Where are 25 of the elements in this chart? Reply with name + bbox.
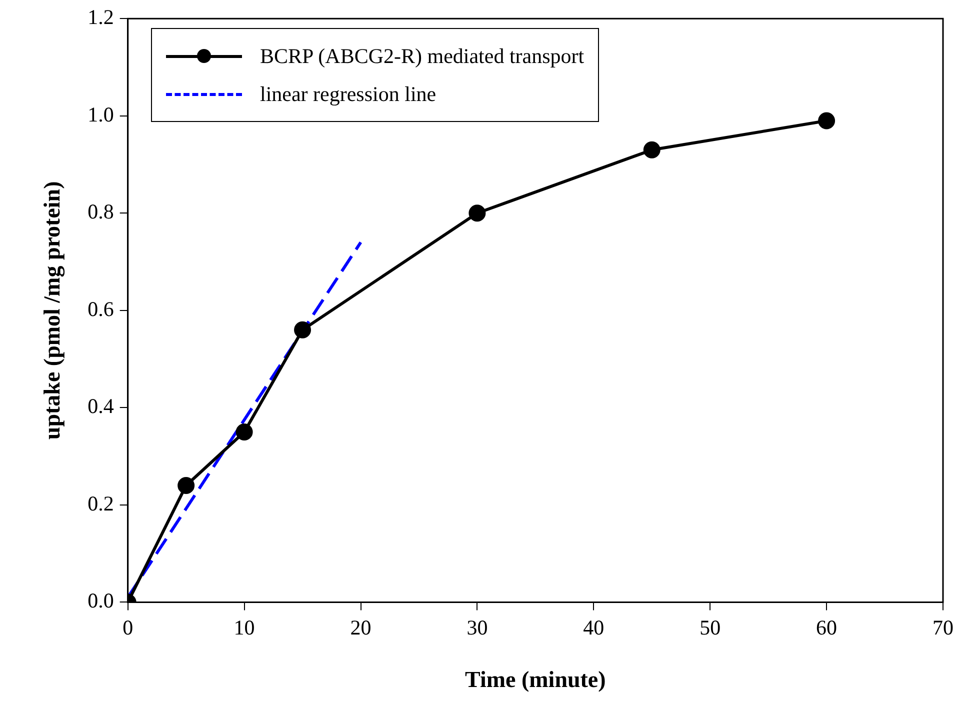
x-tick-label: 70 [932,615,954,640]
y-tick-label: 0.2 [88,491,114,516]
y-tick-label: 0.8 [88,200,114,224]
point [294,321,312,338]
x-tick-label: 0 [122,615,134,640]
x-tick-label: 40 [583,615,604,640]
point [468,204,486,222]
y-tick-label: 0.6 [88,296,114,321]
point [236,423,253,440]
y-tick-label: 1.2 [88,5,114,30]
x-tick-label: 30 [466,615,488,640]
point [643,141,660,158]
legend-label: BCRP (ABCG2-R) mediated transport [260,44,584,68]
y-tick-label: 1.0 [88,102,114,126]
x-tick-label: 20 [350,615,372,640]
legend-label: linear regression line [260,82,436,106]
y-tick-label: 0.0 [88,588,114,613]
point [818,112,836,130]
x-axis-title: Time (minute) [465,667,606,692]
x-tick-label: 60 [816,615,838,640]
y-axis-title: uptake (pmol /mg protein) [40,181,66,440]
point [178,476,195,494]
y-tick-label: 0.4 [88,394,114,418]
x-tick-label: 10 [234,615,255,640]
x-tick-label: 50 [700,615,721,640]
